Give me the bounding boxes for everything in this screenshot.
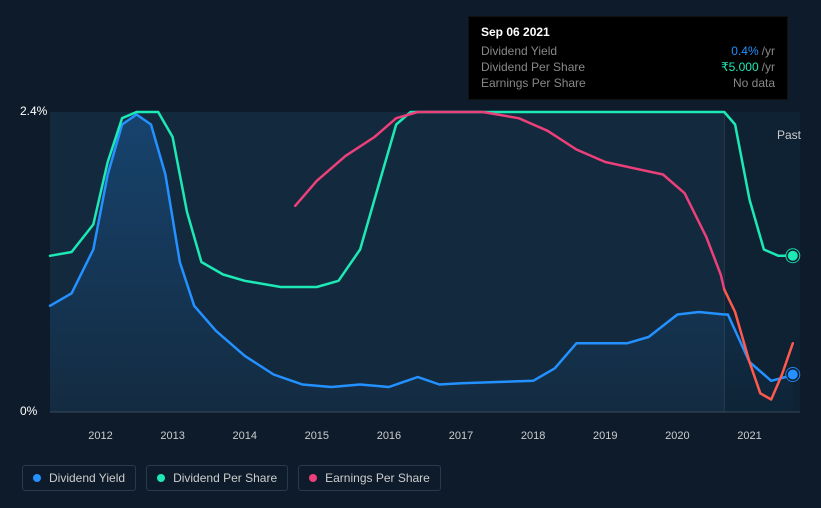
legend-label: Earnings Per Share <box>325 471 430 485</box>
x-axis-tick: 2017 <box>449 430 473 442</box>
legend-item[interactable]: Dividend Yield <box>22 465 136 491</box>
tooltip-row: Dividend Yield 0.4%/yr <box>481 43 775 59</box>
tooltip-row-label: Earnings Per Share <box>481 76 586 90</box>
past-label: Past <box>777 128 801 142</box>
x-axis-tick: 2012 <box>88 430 112 442</box>
tooltip-row: Earnings Per Share No data <box>481 75 775 91</box>
tooltip-row-value: No data <box>733 76 775 90</box>
tooltip-row-label: Dividend Per Share <box>481 60 585 74</box>
legend-item[interactable]: Dividend Per Share <box>146 465 288 491</box>
x-axis-tick: 2013 <box>160 430 184 442</box>
legend-dot-icon <box>33 474 41 482</box>
legend-label: Dividend Per Share <box>173 471 277 485</box>
legend-item[interactable]: Earnings Per Share <box>298 465 441 491</box>
tooltip-date: Sep 06 2021 <box>481 25 775 39</box>
dividend-chart: 0% 2.4% 2012 2013 2014 2015 2016 2017 2018 2019 2… <box>0 0 821 508</box>
x-axis-tick: 2016 <box>377 430 401 442</box>
x-axis-tick: 2021 <box>737 430 761 442</box>
x-axis-tick: 2014 <box>232 430 256 442</box>
chart-legend: Dividend Yield Dividend Per Share Earnings… <box>22 465 441 491</box>
x-axis-tick: 2020 <box>665 430 689 442</box>
tooltip-row-value: ₹5.000/yr <box>721 60 775 74</box>
y-axis-tick: 0% <box>20 404 37 418</box>
tooltip-row: Dividend Per Share ₹5.000/yr <box>481 59 775 75</box>
x-axis-tick: 2019 <box>593 430 617 442</box>
chart-tooltip: Sep 06 2021 Dividend Yield0.4%/yrDividen… <box>468 16 788 100</box>
legend-label: Dividend Yield <box>49 471 125 485</box>
x-axis-tick: 2018 <box>521 430 545 442</box>
x-axis-tick: 2015 <box>305 430 329 442</box>
tooltip-row-label: Dividend Yield <box>481 44 557 58</box>
tooltip-row-value: 0.4%/yr <box>731 44 775 58</box>
legend-dot-icon <box>157 474 165 482</box>
legend-dot-icon <box>309 474 317 482</box>
y-axis-tick: 2.4% <box>20 104 47 118</box>
